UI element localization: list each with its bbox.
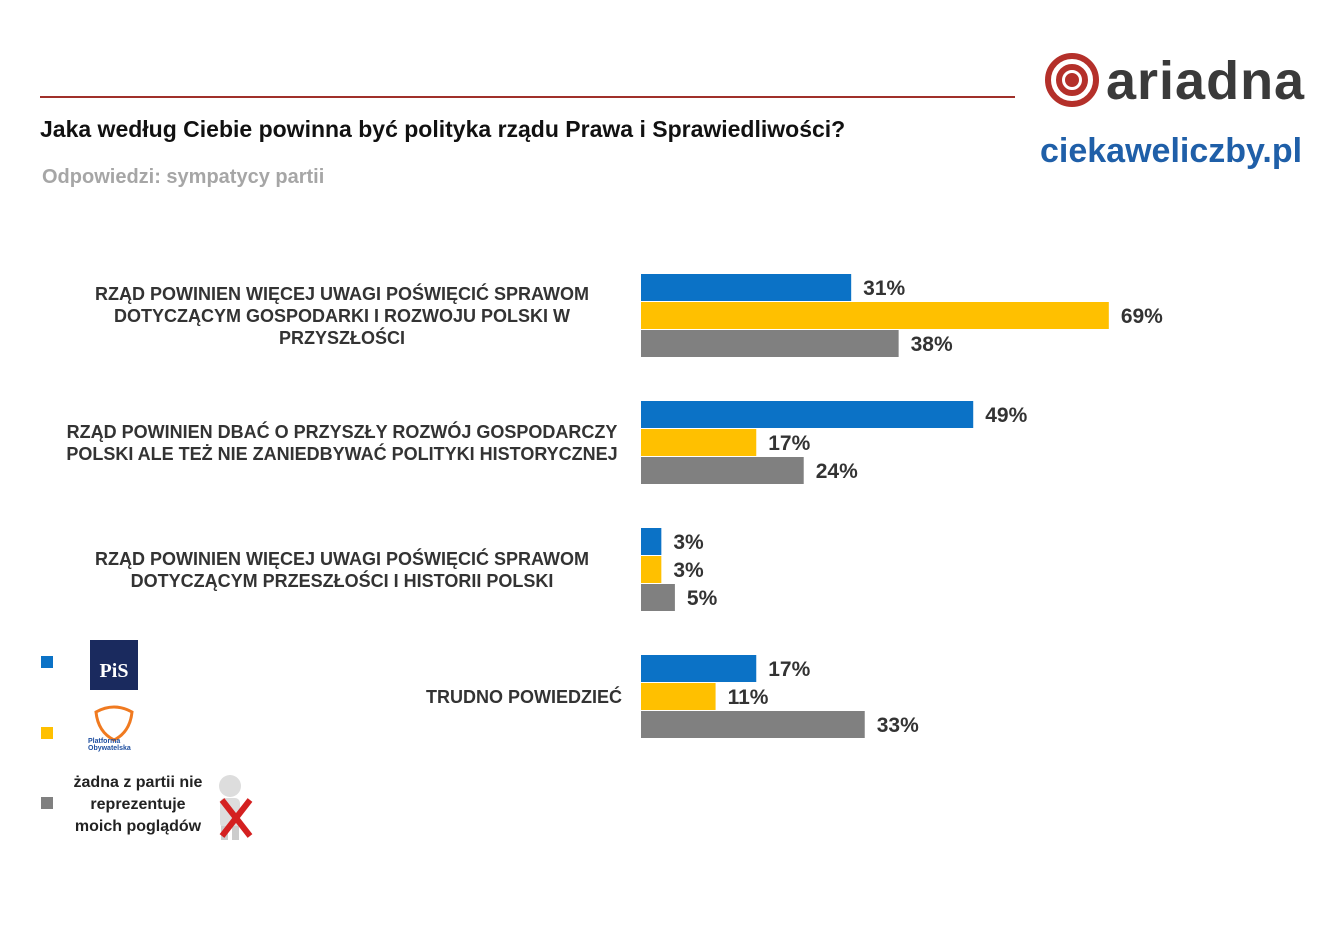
po-logo-shape bbox=[94, 705, 134, 742]
chart-subtitle: Odpowiedzi: sympatycy partii bbox=[42, 166, 325, 188]
chart-title: Jaka według Ciebie powinna być polityka … bbox=[40, 116, 846, 142]
source: ciekaweliczby.pl bbox=[1040, 132, 1303, 170]
category-label: RZĄD POWINIEN WIĘCEJ UWAGI POŚWIĘCIĆ SPR… bbox=[94, 284, 589, 348]
legend-swatch bbox=[41, 656, 53, 668]
bar bbox=[641, 528, 662, 555]
value-label: 38% bbox=[910, 332, 953, 356]
value-label: 69% bbox=[1120, 304, 1163, 328]
value-label: 5% bbox=[686, 586, 718, 610]
bar bbox=[641, 683, 716, 710]
legend-swatch bbox=[41, 797, 53, 809]
legend-swatch bbox=[41, 727, 53, 739]
value-label: 11% bbox=[727, 685, 769, 709]
category-label: RZĄD POWINIEN DBAĆ O PRZYSZŁY ROZWÓJ GOS… bbox=[66, 422, 618, 464]
category-label: RZĄD POWINIEN WIĘCEJ UWAGI POŚWIĘCIĆ SPR… bbox=[94, 549, 589, 591]
bar bbox=[641, 584, 675, 611]
bar bbox=[641, 401, 974, 428]
value-label: 49% bbox=[985, 403, 1028, 427]
brand-icon bbox=[1045, 53, 1099, 107]
bar bbox=[641, 302, 1109, 329]
category-label: TRUDNO POWIEDZIEĆ bbox=[426, 687, 622, 707]
bar bbox=[641, 556, 662, 583]
value-label: 17% bbox=[768, 657, 811, 681]
value-label: 24% bbox=[815, 459, 858, 483]
value-label: 33% bbox=[876, 713, 919, 737]
bar bbox=[641, 457, 804, 484]
brand: ariadna bbox=[1106, 51, 1306, 111]
bar bbox=[641, 655, 757, 682]
legend-pis: PiS bbox=[90, 640, 138, 690]
legend-po: Platforma Obywatelska bbox=[88, 738, 131, 752]
value-label: 17% bbox=[768, 431, 811, 455]
legend-none: żadna z partii nie reprezentuje moich po… bbox=[73, 774, 203, 835]
value-label: 3% bbox=[673, 558, 704, 582]
bar bbox=[641, 711, 865, 738]
no-party-figure bbox=[219, 775, 253, 840]
bar bbox=[641, 429, 757, 456]
bar bbox=[641, 330, 899, 357]
value-label: 31% bbox=[863, 276, 906, 300]
bar bbox=[641, 274, 852, 301]
value-label: 3% bbox=[673, 530, 704, 554]
